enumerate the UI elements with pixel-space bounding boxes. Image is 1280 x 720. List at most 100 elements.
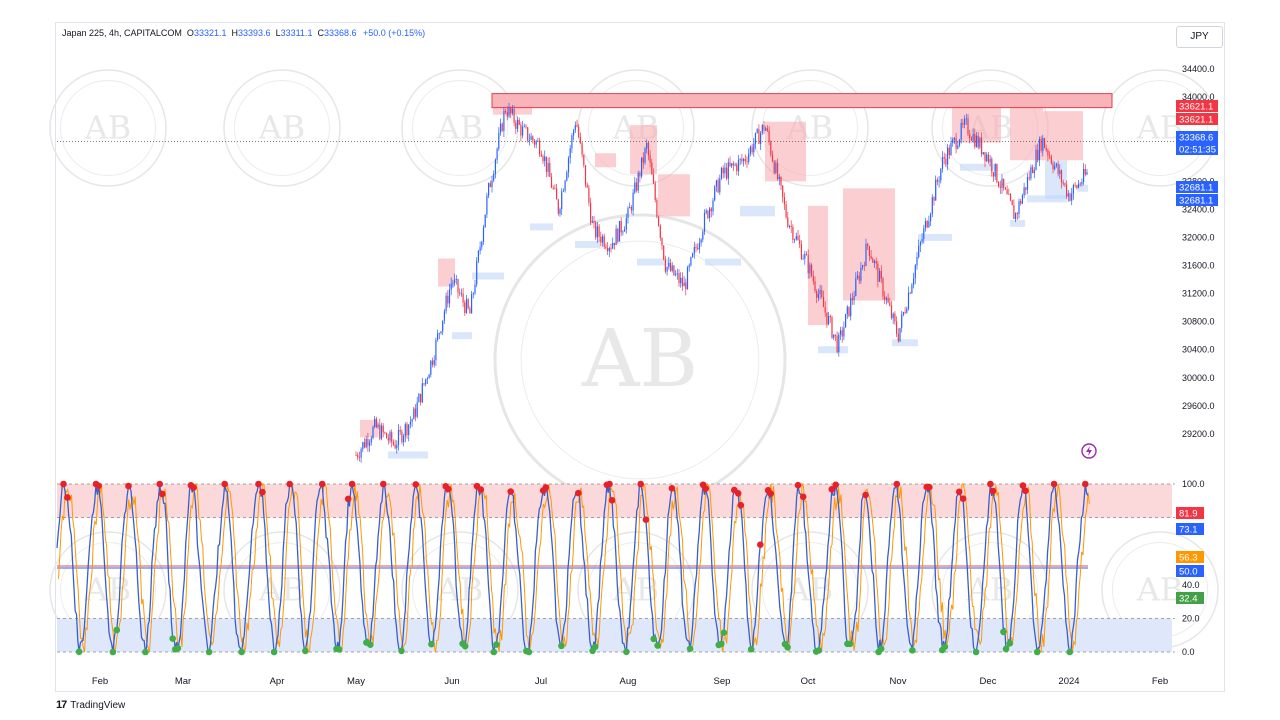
candle-body	[765, 128, 767, 131]
candle-body	[1028, 177, 1030, 179]
candle-body	[386, 432, 388, 439]
candle-body	[586, 184, 588, 188]
candle-body	[758, 129, 760, 144]
candle-body	[945, 158, 947, 165]
month-label: Dec	[980, 676, 997, 687]
candle-body	[804, 253, 806, 259]
candle-body	[748, 153, 750, 162]
candle-body	[879, 270, 881, 282]
price-badge-label: 02:51:35	[1179, 145, 1216, 156]
candle-body	[392, 442, 394, 445]
candle-body	[607, 248, 609, 252]
candle-body	[705, 210, 707, 213]
candle-body	[1038, 138, 1040, 161]
candle-body	[695, 247, 697, 249]
candle-body	[1035, 149, 1037, 170]
candle-body	[770, 141, 772, 155]
candle-body	[732, 163, 734, 166]
candle-body	[357, 455, 359, 458]
candle-body	[760, 132, 762, 144]
candle-body	[369, 442, 371, 446]
candle-body	[578, 126, 580, 137]
candle-body	[642, 157, 644, 163]
demand-zone	[1045, 160, 1067, 199]
candle-body	[630, 207, 632, 211]
candle-body	[809, 264, 811, 274]
currency-button[interactable]: JPY	[1176, 26, 1223, 48]
candle-body	[821, 290, 823, 298]
candle-body	[850, 298, 852, 317]
candle-body	[652, 174, 655, 184]
price-tick-label: 30400.0	[1182, 345, 1215, 355]
demand-zone	[452, 332, 472, 340]
candle-body	[924, 220, 927, 229]
oversold-marker	[174, 644, 182, 652]
candle-body	[855, 278, 857, 296]
candle-body	[795, 235, 797, 240]
candle-body	[829, 316, 831, 318]
candle-body	[527, 127, 529, 141]
osc-badge	[1176, 565, 1204, 577]
lightning-icon[interactable]	[1081, 443, 1097, 459]
month-label: Mar	[175, 676, 191, 687]
osc-slow-line	[58, 482, 1090, 653]
candle-body	[870, 255, 872, 259]
candle-body	[513, 108, 515, 123]
oversold-marker	[877, 645, 885, 653]
demand-zone	[1077, 184, 1088, 192]
candle-body	[476, 260, 478, 285]
candle-body	[710, 208, 712, 212]
footer[interactable]: 17 TradingView	[56, 699, 125, 711]
osc-tick-label: 0.0	[1182, 647, 1195, 657]
candle-body	[452, 282, 454, 284]
month-label: Feb	[1152, 676, 1168, 687]
candle-body	[445, 295, 447, 312]
candle-body	[457, 279, 459, 293]
candle-body	[360, 449, 362, 458]
demand-zone	[960, 163, 998, 171]
candle-body	[448, 289, 451, 304]
candle-body	[982, 152, 984, 155]
oversold-marker	[558, 642, 565, 650]
candle-body	[681, 277, 683, 287]
overbought-marker	[642, 516, 650, 523]
osc-tick-label: 20.0	[1182, 613, 1200, 623]
candle-body	[481, 241, 483, 248]
candle-body	[564, 180, 566, 191]
candle-body	[780, 176, 782, 186]
candle-body	[882, 278, 884, 297]
candle-body	[921, 239, 923, 243]
candle-body	[972, 133, 974, 141]
candle-body	[438, 333, 440, 334]
overbought-marker	[575, 489, 582, 497]
candle-body	[768, 130, 770, 142]
candle-body	[465, 299, 468, 313]
overbought-marker	[637, 480, 644, 488]
candle-body	[948, 147, 950, 156]
overbought-marker	[445, 485, 452, 493]
candle-body	[702, 231, 704, 240]
candle-body	[998, 182, 1000, 187]
zones-layer	[360, 93, 1113, 459]
candle-body	[435, 339, 437, 361]
candle-body	[676, 273, 678, 275]
candle-body	[426, 378, 428, 380]
month-label: Sep	[714, 676, 731, 687]
candle-body	[518, 119, 520, 125]
candle-body	[1016, 213, 1018, 215]
candle-body	[838, 334, 840, 353]
change-value: +50.0 (+0.15%)	[363, 28, 426, 38]
month-label: Apr	[270, 676, 285, 687]
candle-body	[707, 210, 709, 219]
candle-body	[1086, 172, 1088, 175]
candle-body	[472, 293, 474, 295]
candle-body	[528, 139, 530, 141]
candle-body	[431, 360, 434, 365]
demand-zone	[892, 339, 918, 347]
high-value: 33393.6	[238, 28, 271, 38]
candle-body	[542, 156, 544, 161]
oversold-marker	[1002, 645, 1010, 653]
candle-body	[1055, 163, 1057, 166]
symbol-legend[interactable]: Japan 225, 4h, CAPITALCOM O33321.1 H3339…	[62, 28, 425, 38]
